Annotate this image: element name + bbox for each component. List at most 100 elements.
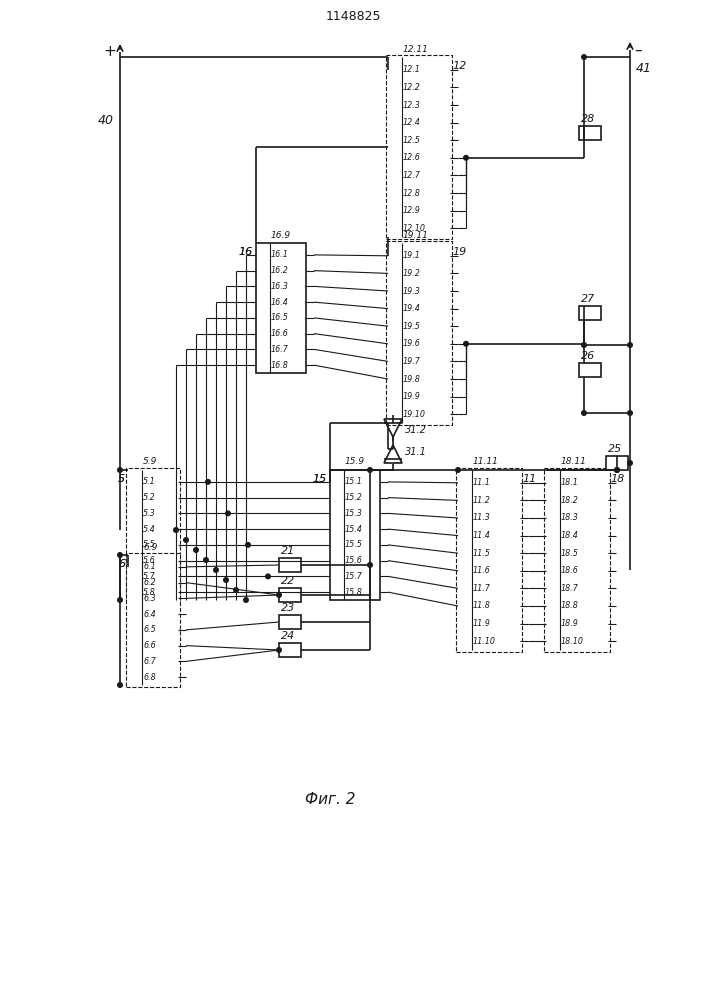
- Text: 12: 12: [452, 61, 466, 71]
- Circle shape: [223, 578, 228, 582]
- Text: 16.4: 16.4: [271, 298, 289, 307]
- Text: 6.5: 6.5: [143, 625, 156, 634]
- Text: 19.10: 19.10: [403, 410, 426, 419]
- Text: 40: 40: [98, 113, 114, 126]
- Text: 15.7: 15.7: [345, 572, 363, 581]
- Text: 6.9: 6.9: [143, 542, 158, 552]
- Text: 12.1: 12.1: [403, 65, 421, 74]
- Circle shape: [194, 548, 198, 552]
- Circle shape: [266, 574, 270, 579]
- Text: 12.8: 12.8: [403, 188, 421, 198]
- Text: 5.7: 5.7: [143, 572, 156, 581]
- Circle shape: [628, 461, 632, 465]
- Text: 19.4: 19.4: [403, 304, 421, 313]
- Text: 1148825: 1148825: [325, 9, 381, 22]
- Text: 19.3: 19.3: [403, 286, 421, 296]
- Text: 18.7: 18.7: [561, 584, 579, 593]
- Text: 27: 27: [581, 294, 595, 304]
- Text: 16.6: 16.6: [271, 329, 289, 338]
- Circle shape: [117, 598, 122, 602]
- Circle shape: [226, 511, 230, 516]
- Text: 18.2: 18.2: [561, 496, 579, 505]
- Text: 21: 21: [281, 546, 296, 556]
- Text: 18.8: 18.8: [561, 601, 579, 610]
- Text: 22: 22: [281, 576, 296, 586]
- Text: 15: 15: [312, 474, 327, 484]
- Circle shape: [276, 648, 281, 652]
- Text: 12.9: 12.9: [403, 206, 421, 215]
- Text: 16.3: 16.3: [271, 282, 289, 291]
- Text: 16: 16: [239, 247, 253, 257]
- Text: 6.4: 6.4: [143, 610, 156, 619]
- Text: 19.7: 19.7: [403, 357, 421, 366]
- Bar: [579, 126, 601, 140]
- Bar: [126, 468, 180, 602]
- Bar: [256, 243, 306, 373]
- Text: 12.2: 12.2: [403, 83, 421, 92]
- Text: 11.8: 11.8: [473, 601, 491, 610]
- Text: –: –: [634, 42, 642, 57]
- Bar: [330, 470, 380, 600]
- Text: 11.7: 11.7: [473, 584, 491, 593]
- Text: 11.1: 11.1: [473, 478, 491, 487]
- Bar: [458, 470, 520, 650]
- Bar: [579, 306, 601, 320]
- Bar: [126, 553, 180, 687]
- Bar: [579, 363, 601, 377]
- Text: 18.5: 18.5: [561, 549, 579, 558]
- Circle shape: [117, 553, 122, 557]
- Text: 41: 41: [636, 62, 652, 75]
- Text: 12.10: 12.10: [403, 224, 426, 233]
- Bar: [386, 241, 452, 425]
- Text: 19.9: 19.9: [403, 392, 421, 401]
- Text: 12.4: 12.4: [403, 118, 421, 127]
- Text: 6.7: 6.7: [143, 657, 156, 666]
- Text: 18.1: 18.1: [561, 478, 579, 487]
- Bar: [388, 243, 450, 423]
- Text: 11.4: 11.4: [473, 531, 491, 540]
- Text: 12.5: 12.5: [403, 136, 421, 145]
- Bar: [388, 57, 450, 237]
- Circle shape: [117, 468, 122, 472]
- Text: 6.8: 6.8: [143, 673, 156, 682]
- Circle shape: [174, 528, 178, 532]
- Text: 6.6: 6.6: [143, 641, 156, 650]
- Text: 12.11: 12.11: [403, 44, 429, 53]
- Circle shape: [117, 683, 122, 687]
- Text: 12.3: 12.3: [403, 101, 421, 109]
- Bar: [546, 470, 608, 650]
- Text: 5: 5: [118, 474, 125, 484]
- Text: 18.4: 18.4: [561, 531, 579, 540]
- Text: 16.8: 16.8: [271, 361, 289, 370]
- Bar: [128, 470, 178, 600]
- Bar: [386, 55, 452, 239]
- Text: 18.3: 18.3: [561, 514, 579, 522]
- Circle shape: [582, 343, 586, 347]
- Bar: [544, 468, 610, 652]
- Text: 5: 5: [118, 474, 125, 484]
- Text: 19.2: 19.2: [403, 269, 421, 278]
- Circle shape: [246, 543, 250, 547]
- Circle shape: [614, 468, 619, 472]
- Bar: [279, 615, 301, 629]
- Text: 31.2: 31.2: [405, 425, 427, 435]
- Text: 16.1: 16.1: [271, 250, 289, 259]
- Text: 16.9: 16.9: [271, 231, 291, 239]
- Bar: [456, 468, 522, 652]
- Circle shape: [582, 55, 586, 59]
- Bar: [279, 643, 301, 657]
- Text: 12.6: 12.6: [403, 153, 421, 162]
- Circle shape: [214, 568, 218, 572]
- Text: 5.3: 5.3: [143, 509, 156, 518]
- Text: Фиг. 2: Фиг. 2: [305, 792, 355, 808]
- Text: 25: 25: [608, 444, 622, 454]
- Text: +: +: [104, 44, 117, 60]
- Text: 26: 26: [581, 351, 595, 361]
- Circle shape: [276, 593, 281, 597]
- Text: 6: 6: [118, 559, 125, 569]
- Text: 19.1: 19.1: [403, 251, 421, 260]
- Circle shape: [204, 558, 209, 562]
- Circle shape: [368, 563, 373, 567]
- Text: 11.5: 11.5: [473, 549, 491, 558]
- Circle shape: [582, 411, 586, 415]
